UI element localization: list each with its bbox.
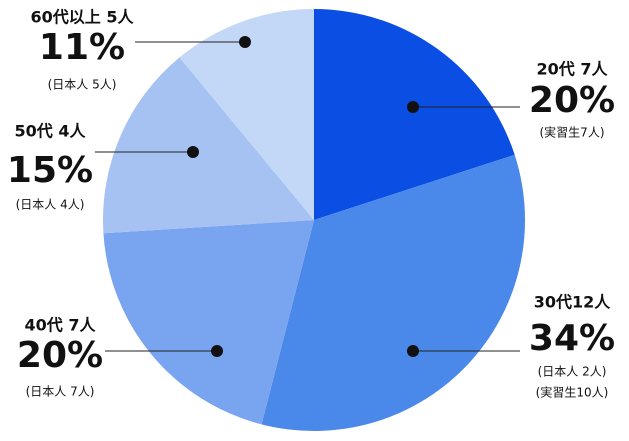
leader-dot	[407, 345, 419, 357]
category-label: 30代12人	[534, 293, 612, 312]
leader-dot	[211, 345, 223, 357]
value-label: 20%	[529, 80, 615, 121]
detail-label: (実習生7人)	[540, 125, 605, 140]
category-label: 50代 4人	[15, 122, 87, 141]
leader-dot	[187, 146, 199, 158]
category-label: 20代 7人	[537, 60, 609, 79]
value-label: 20%	[17, 335, 103, 376]
leader-dot	[239, 36, 251, 48]
value-label: 11%	[39, 27, 125, 68]
value-label: 15%	[7, 150, 93, 191]
detail-label: (日本人 5人)	[48, 78, 117, 92]
pie-slice	[103, 220, 315, 425]
detail-label: (日本人 4人)	[16, 198, 85, 212]
pie-slice	[261, 154, 525, 431]
detail-label: (日本人 2人)	[538, 365, 607, 379]
pie-slice	[103, 57, 314, 234]
value-label: 34%	[529, 318, 615, 359]
category-label: 60代以上 5人	[31, 8, 135, 27]
category-label: 40代 7人	[25, 316, 97, 335]
leader-dot	[407, 101, 419, 113]
pie-slice	[314, 9, 515, 220]
pie-slice	[179, 9, 314, 220]
detail-label: (日本人 7人)	[26, 385, 95, 399]
detail-label: (実習生10人)	[536, 385, 609, 400]
